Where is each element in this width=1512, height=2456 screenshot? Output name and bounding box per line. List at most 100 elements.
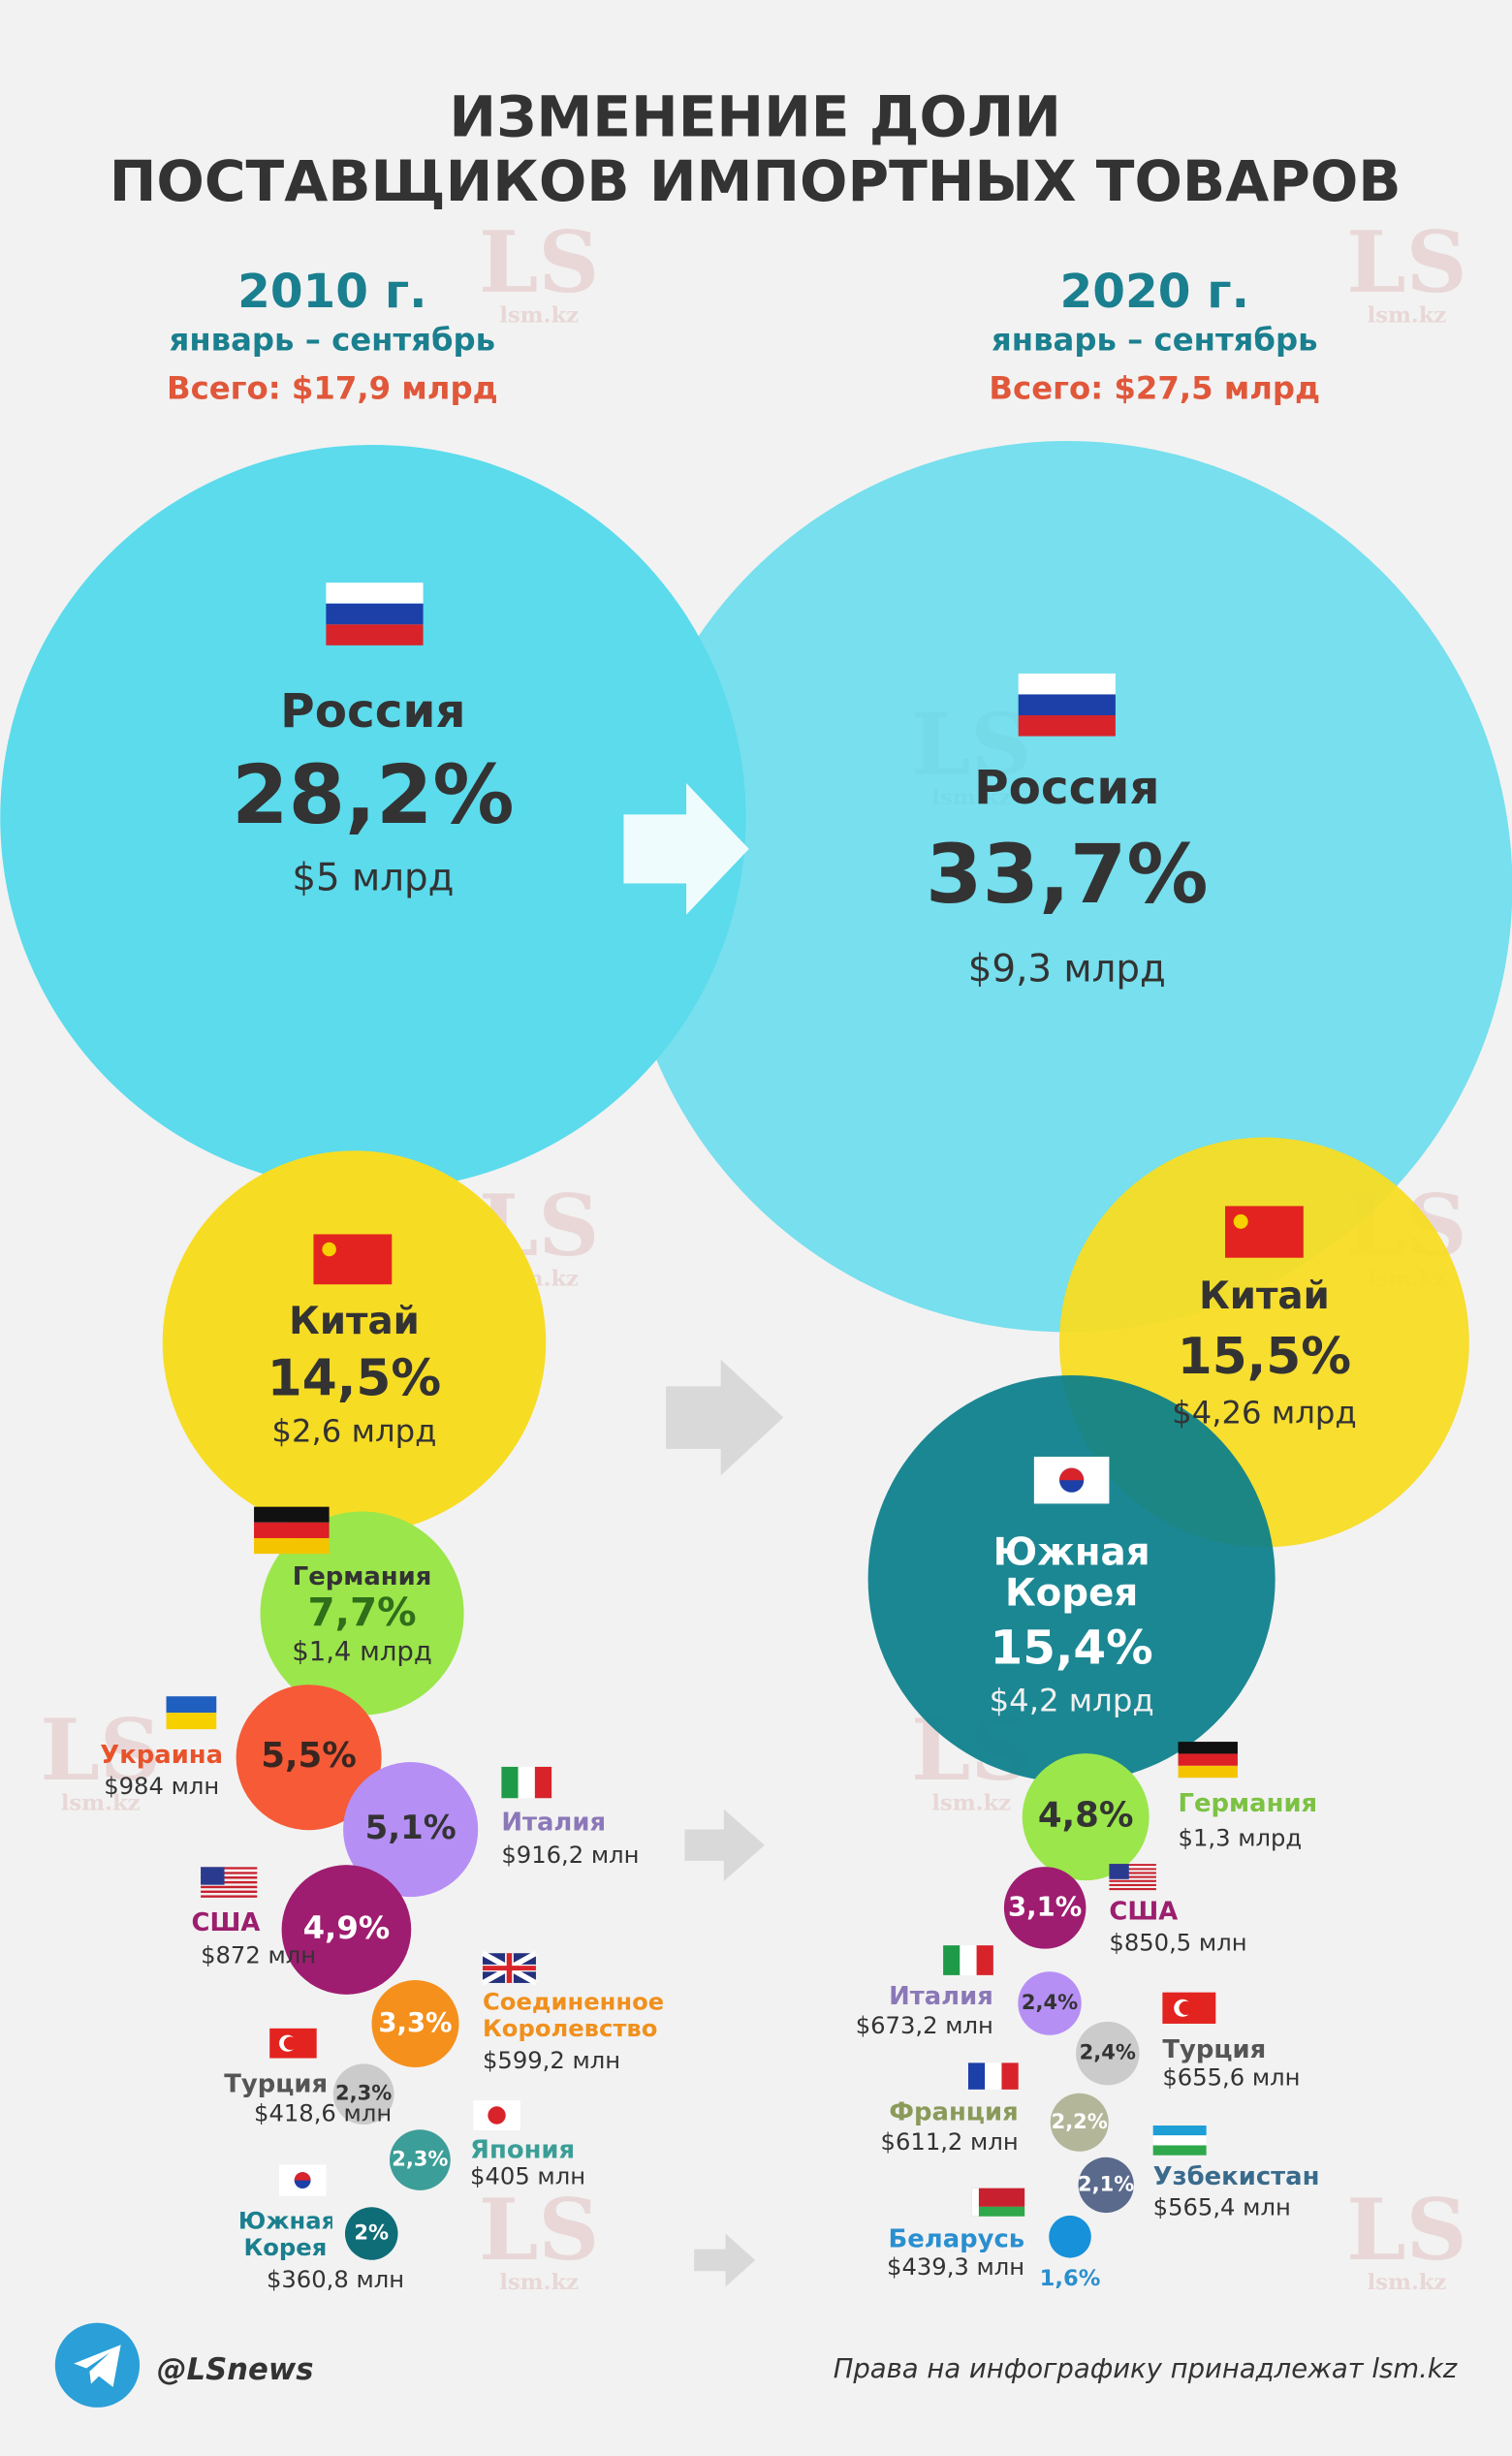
flag-part — [313, 1234, 393, 1285]
supplier-share: 5,1% — [365, 1810, 457, 1847]
watermark-logo: LS — [40, 1700, 160, 1800]
supplier-share: 2,3% — [335, 2082, 392, 2105]
supplier-amount: $4,26 млрд — [1172, 1394, 1357, 1431]
bubble — [162, 1150, 547, 1534]
bubble — [344, 2207, 398, 2260]
flag-part — [283, 2036, 298, 2050]
flag-part — [166, 1713, 217, 1730]
supplier-name: Франция — [889, 2098, 1018, 2127]
flag — [201, 1867, 258, 1898]
flag-part — [1109, 1875, 1156, 1878]
flag — [166, 1696, 217, 1730]
flag-part — [482, 1966, 536, 1971]
supplier-name: Россия — [280, 684, 465, 739]
flag — [1033, 1456, 1110, 1504]
telegram-plane — [74, 2345, 121, 2387]
bubble — [260, 1511, 464, 1716]
flag-part — [1178, 1753, 1238, 1766]
flag-part — [1152, 2145, 1207, 2156]
flag-part — [326, 624, 424, 645]
flag-part — [1179, 2000, 1193, 2015]
arrow — [694, 2233, 756, 2287]
title: ПОСТАВЩИКОВ ИМПОРТНЫХ ТОВАРОВ — [110, 148, 1402, 214]
flag-part — [1001, 2062, 1019, 2090]
flag — [254, 1506, 330, 1555]
flag-part — [201, 1867, 258, 1870]
supplier-amount: $439,3 млн — [887, 2252, 1024, 2281]
supplier-amount: $418,6 млн — [254, 2099, 392, 2127]
bubble — [1003, 1867, 1087, 1949]
bubble — [621, 441, 1512, 1333]
bubble — [343, 1762, 479, 1898]
bubble — [389, 2129, 451, 2190]
bubble — [371, 1979, 459, 2067]
title: ИЗМЕНЕНИЕ ДОЛИ — [449, 84, 1061, 150]
supplier-amount: $611,2 млн — [881, 2127, 1019, 2156]
flag — [313, 1234, 393, 1285]
supplier-name: Южная Корея — [237, 2208, 332, 2261]
flag-part — [254, 1506, 330, 1523]
supplier-name: Китай — [289, 1300, 420, 1343]
flag — [943, 1945, 993, 1975]
flag-part — [971, 2206, 1025, 2217]
supplier-share: 1,6% — [1040, 2266, 1101, 2291]
flag — [1018, 673, 1116, 737]
supplier-share: 2,1% — [1078, 2172, 1134, 2195]
supplier-name: Беларусь — [889, 2224, 1025, 2253]
flag-part — [1059, 1467, 1085, 1481]
supplier-amount: $1,3 млрд — [1179, 1823, 1303, 1851]
flag-part — [1018, 694, 1116, 716]
flag — [1152, 2125, 1207, 2156]
bubble — [867, 1374, 1276, 1783]
watermark-site: lsm.kz — [499, 302, 579, 328]
watermark-site: lsm.kz — [499, 2270, 579, 2295]
bubble — [332, 2063, 394, 2125]
bubble — [1049, 2215, 1091, 2258]
flag-part — [971, 2188, 979, 2217]
flag-part — [501, 1766, 519, 1799]
supplier-share: 2,2% — [1052, 2110, 1108, 2133]
flag-part — [1109, 1888, 1156, 1891]
supplier-amount: $655,6 млн — [1162, 2063, 1300, 2092]
supplier-share: 15,4% — [991, 1621, 1153, 1675]
flag-part — [976, 1945, 993, 1975]
flag-part — [1178, 1742, 1238, 1754]
supplier-share: 3,3% — [378, 2008, 452, 2038]
flag-part — [1018, 673, 1116, 695]
flag — [1178, 1742, 1238, 1779]
total: Всего: $17,9 млрд — [167, 369, 498, 406]
flag-part — [1152, 2135, 1207, 2146]
bubble — [1018, 1971, 1082, 2035]
flag-part — [943, 1945, 961, 1975]
flag — [473, 2100, 520, 2130]
total: Всего: $27,5 млрд — [989, 369, 1320, 406]
flag — [501, 1766, 552, 1799]
supplier-amount: $405 млн — [470, 2161, 585, 2189]
supplier-amount: $984 млн — [104, 1772, 219, 1800]
supplier-amount: $872 млн — [201, 1940, 316, 1968]
flag-part — [1178, 1765, 1238, 1779]
supplier-share: 4,8% — [1038, 1796, 1134, 1836]
supplier-amount: $9,3 млрд — [968, 947, 1166, 991]
arrow — [684, 1809, 765, 1881]
bubble — [236, 1685, 382, 1831]
flag-part — [1109, 1864, 1156, 1867]
flag — [971, 2188, 1025, 2217]
flag-part — [326, 603, 424, 625]
supplier-share: 2,4% — [1080, 2041, 1136, 2064]
months: январь – сентябрь — [170, 321, 496, 358]
flag-part — [967, 2062, 986, 2090]
watermark-logo: LS — [479, 212, 599, 312]
supplier-amount: $916,2 млн — [501, 1841, 639, 1869]
supplier-share: 14,5% — [268, 1349, 441, 1407]
supplier-name-box: Соединенное Королевство — [483, 1989, 663, 2040]
bubble — [281, 1865, 412, 1995]
supplier-amount: $2,6 млрд — [271, 1413, 436, 1450]
supplier-amount: $1,4 млрд — [292, 1637, 432, 1667]
supplier-name: США — [1109, 1898, 1178, 1927]
bubble — [1076, 2021, 1140, 2086]
flag-part — [518, 1766, 535, 1799]
flag — [967, 2062, 1019, 2090]
flag-part — [1109, 1864, 1129, 1879]
